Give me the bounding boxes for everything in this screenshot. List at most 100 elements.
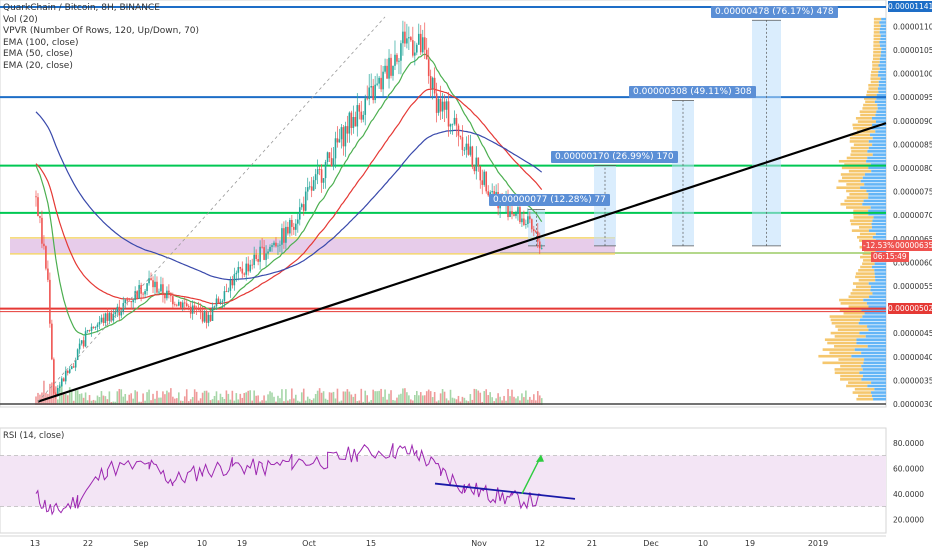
candle-body [154,281,156,288]
vp-down [872,292,886,295]
vp-up [853,216,874,219]
candle-body [531,219,533,230]
vp-down [860,179,886,183]
candle-body [84,331,87,347]
vp-up [829,351,862,355]
candle-body [49,279,51,324]
candle-body [263,247,265,260]
candle-body [189,306,192,314]
volume-bar [279,398,281,405]
vp-up [843,311,865,315]
volume-bar [136,391,138,405]
vp-down [878,90,886,94]
volume-bar [384,389,386,405]
volume-bar [511,389,513,405]
volume-bar [328,392,331,405]
vp-down [878,64,886,67]
candle-body [304,191,307,211]
vp-down [873,397,886,401]
volume-bar [505,400,507,405]
vp-down [863,298,886,302]
vp-down [860,318,886,322]
volume-bar [128,394,131,405]
candle-body [82,340,85,347]
rsi-axis[interactable]: 80.0000 60.0000 40.0000 20.0000 [893,439,924,525]
volume-bar [388,393,390,405]
vp-up [871,70,879,74]
candle-body [130,300,132,303]
volume-bar [398,394,400,405]
volume-bar [207,392,210,405]
vp-up [855,117,872,120]
vp-up [842,176,863,180]
vp-down [875,232,886,236]
volume-bar [453,398,456,405]
volume-bar [229,399,232,405]
volume-bar [463,397,466,405]
volume-bar [94,400,97,405]
volume-bar [158,397,160,405]
legend-ema50[interactable]: EMA (50, close) [3,49,73,60]
candle-body [225,291,228,292]
vp-down [863,199,886,203]
vp-up [860,265,872,269]
measure-label-2: 0.00000170 (26.99%) 170 [551,151,678,163]
candle-body [215,298,218,307]
candle-body [187,306,190,307]
candle-body [338,139,341,143]
vp-up [848,295,870,299]
volume-bar [443,391,446,405]
candle-body [297,219,299,224]
candle-body [386,65,388,79]
candle-body [414,52,416,56]
vp-up [852,391,872,394]
candle-body [106,313,109,321]
candle-body [425,49,428,60]
candle-body [239,267,242,269]
time-axis[interactable]: 13 22 Sep 10 19 Oct 15 Nov 12 21 Dec 10 19 2019 [0,535,886,548]
candle-body [74,360,77,368]
volume-bar [164,394,166,405]
vp-up [834,371,860,375]
time-tick-12: 19 [745,539,755,548]
legend-vpvr[interactable]: VPVR (Number Of Rows, 120, Up/Down, 70) [3,26,200,37]
rsi-legend[interactable]: RSI (14, close) [3,431,65,441]
volume-bar [193,389,196,405]
legend-ema20[interactable]: EMA (20, close) [3,60,73,71]
vp-down [878,83,886,87]
vp-up [873,27,880,31]
volume-bar [68,387,71,405]
candle-body [219,301,222,303]
volume-bar [261,400,263,405]
vp-up [873,41,880,44]
candle-body [90,326,93,331]
candle-body [124,299,127,304]
candle-body [404,31,406,44]
volume-bar [372,389,374,405]
vp-up [849,193,869,196]
candle-body [400,43,402,61]
vp-up [858,394,872,398]
volume-bar [521,393,523,405]
volume-bar [172,396,174,405]
legend-vol[interactable]: Vol (20) [3,14,38,25]
volume-bar [160,397,162,405]
legend-ema100[interactable]: EMA (100, close) [3,37,79,48]
vp-up [838,179,861,183]
time-tick-11: 10 [698,539,708,548]
volume-bar [297,400,299,405]
volume-bar [84,392,87,405]
candle-body [70,366,73,370]
volume-bar [497,393,499,405]
volume-bar [535,400,537,405]
time-tick-1: 22 [83,539,93,548]
volume-bar [174,398,176,405]
candle-body [521,218,523,223]
volume-bar [390,390,392,405]
candle-body [136,291,138,299]
candle-body [233,274,236,286]
candle-body [197,308,200,311]
